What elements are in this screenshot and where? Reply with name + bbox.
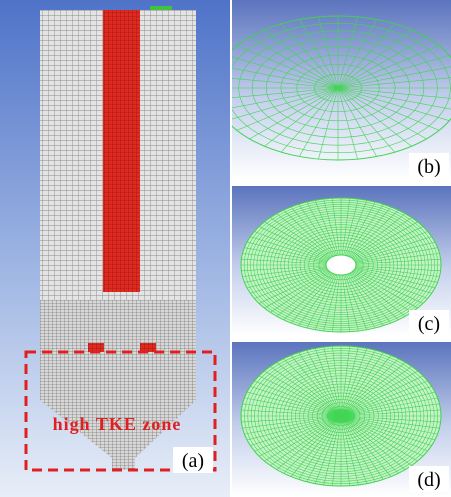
- panel-label: (c): [418, 313, 440, 335]
- hole: [326, 255, 356, 275]
- mesh-d: [241, 346, 441, 486]
- panel-label: (a): [182, 450, 204, 472]
- inlet: [150, 6, 172, 10]
- column-mesh-fine: [40, 300, 196, 400]
- annotation: high TKE zone: [53, 414, 182, 434]
- red-mesh-zone: [103, 10, 140, 292]
- figure: high TKE zone (a) (b) (c) (d): [0, 0, 451, 497]
- panel-label: (d): [417, 469, 440, 491]
- panel-label: (b): [417, 156, 440, 178]
